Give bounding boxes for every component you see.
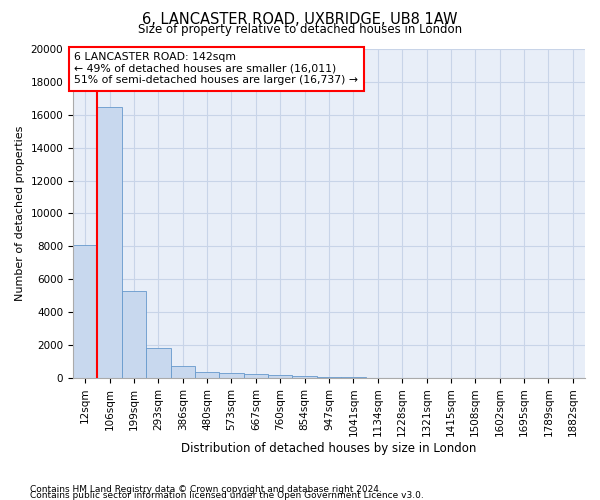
X-axis label: Distribution of detached houses by size in London: Distribution of detached houses by size … [181, 442, 477, 455]
Bar [220, 374, 244, 378]
Bar [97, 106, 122, 378]
Bar [122, 291, 146, 378]
Bar [146, 348, 170, 378]
Bar [292, 376, 317, 378]
Text: 6 LANCASTER ROAD: 142sqm
← 49% of detached houses are smaller (16,011)
51% of se: 6 LANCASTER ROAD: 142sqm ← 49% of detach… [74, 52, 358, 86]
Bar [317, 377, 341, 378]
Text: Contains HM Land Registry data © Crown copyright and database right 2024.: Contains HM Land Registry data © Crown c… [30, 486, 382, 494]
Y-axis label: Number of detached properties: Number of detached properties [15, 126, 25, 301]
Text: Contains public sector information licensed under the Open Government Licence v3: Contains public sector information licen… [30, 492, 424, 500]
Bar [195, 372, 220, 378]
Bar [73, 244, 97, 378]
Bar [170, 366, 195, 378]
Bar [268, 375, 292, 378]
Text: Size of property relative to detached houses in London: Size of property relative to detached ho… [138, 22, 462, 36]
Text: 6, LANCASTER ROAD, UXBRIDGE, UB8 1AW: 6, LANCASTER ROAD, UXBRIDGE, UB8 1AW [142, 12, 458, 28]
Bar [244, 374, 268, 378]
